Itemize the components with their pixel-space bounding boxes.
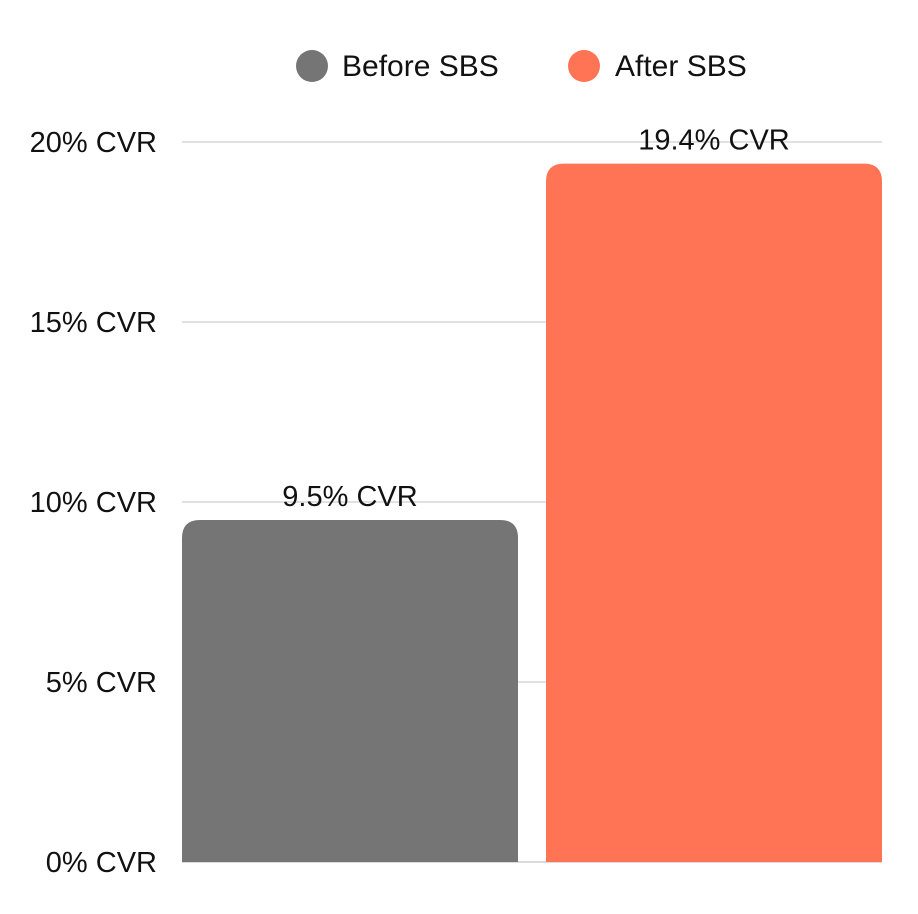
y-tick-label: 20% CVR (30, 127, 157, 159)
value-label-after-sbs: 19.4% CVR (638, 125, 790, 157)
legend-label-after-sbs: After SBS (615, 50, 747, 83)
y-tick-label: 15% CVR (30, 307, 157, 339)
y-axis-tick-labels: 0% CVR 5% CVR 10% CVR 15% CVR 20% CVR (30, 127, 157, 879)
legend: Before SBS After SBS (296, 50, 747, 83)
bars (182, 163, 882, 863)
value-label-before-sbs: 9.5% CVR (282, 481, 417, 513)
y-tick-label: 10% CVR (30, 487, 157, 519)
bar-before-sbs (182, 520, 518, 862)
legend-label-before-sbs: Before SBS (342, 50, 499, 83)
legend-marker-before-sbs (296, 50, 328, 82)
value-labels: 9.5% CVR 19.4% CVR (282, 125, 789, 513)
y-tick-label: 0% CVR (46, 847, 157, 879)
legend-marker-after-sbs (568, 50, 600, 82)
bar-after-sbs (546, 163, 882, 863)
y-tick-label: 5% CVR (46, 667, 157, 699)
